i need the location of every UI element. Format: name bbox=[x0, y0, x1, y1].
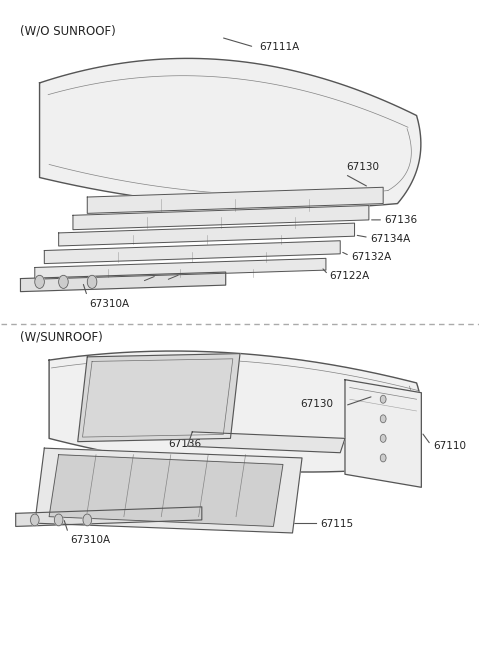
Polygon shape bbox=[49, 455, 283, 527]
Circle shape bbox=[87, 275, 97, 288]
Polygon shape bbox=[39, 58, 421, 208]
Text: 67132A: 67132A bbox=[351, 252, 392, 262]
Text: (W/O SUNROOF): (W/O SUNROOF) bbox=[21, 24, 116, 37]
Polygon shape bbox=[44, 241, 340, 263]
Circle shape bbox=[35, 275, 44, 288]
Polygon shape bbox=[35, 448, 302, 533]
Circle shape bbox=[380, 434, 386, 442]
Polygon shape bbox=[87, 187, 383, 214]
Text: 67134A: 67134A bbox=[370, 234, 410, 244]
Polygon shape bbox=[59, 223, 355, 246]
Polygon shape bbox=[35, 258, 326, 279]
Text: 67310A: 67310A bbox=[90, 299, 130, 309]
Circle shape bbox=[83, 514, 92, 526]
Circle shape bbox=[380, 396, 386, 403]
Text: 67310A: 67310A bbox=[71, 535, 111, 545]
Text: (W/SUNROOF): (W/SUNROOF) bbox=[21, 331, 103, 344]
Circle shape bbox=[380, 454, 386, 462]
Polygon shape bbox=[188, 432, 345, 453]
Polygon shape bbox=[16, 507, 202, 527]
Text: 67110: 67110 bbox=[433, 441, 466, 451]
Circle shape bbox=[380, 415, 386, 422]
Text: 67115: 67115 bbox=[320, 519, 353, 529]
Text: 67136: 67136 bbox=[168, 439, 202, 449]
Circle shape bbox=[54, 514, 63, 526]
Polygon shape bbox=[345, 380, 421, 487]
Polygon shape bbox=[21, 272, 226, 291]
Polygon shape bbox=[73, 206, 369, 230]
Text: 67111A: 67111A bbox=[259, 42, 300, 52]
Polygon shape bbox=[78, 354, 240, 441]
Text: 67122A: 67122A bbox=[330, 271, 370, 281]
Circle shape bbox=[59, 275, 68, 288]
Circle shape bbox=[31, 514, 39, 526]
Text: 67136: 67136 bbox=[384, 215, 417, 225]
Text: 67130: 67130 bbox=[300, 399, 333, 409]
Polygon shape bbox=[49, 351, 421, 472]
Text: 67130: 67130 bbox=[347, 162, 379, 172]
